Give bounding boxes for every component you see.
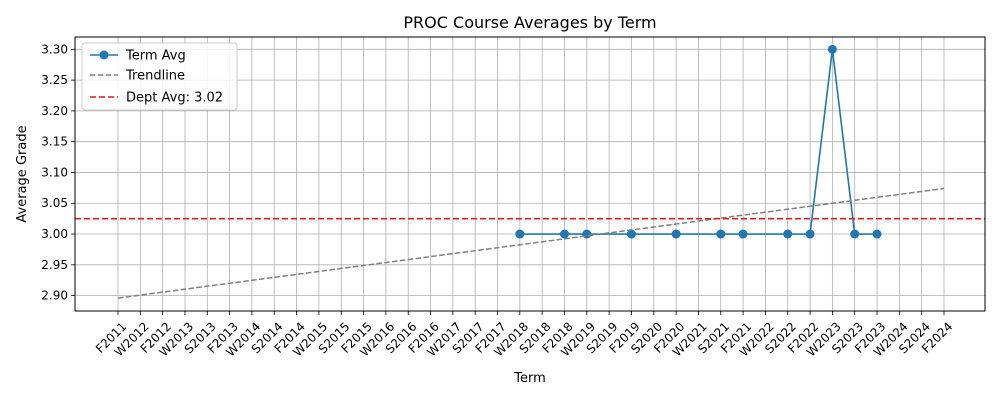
legend-box (81, 42, 238, 111)
y-axis-label: Average Grade (15, 125, 30, 222)
y-tick-label: 3.10 (41, 165, 68, 179)
trendline (117, 187, 945, 299)
term-avg-point (783, 229, 793, 239)
term-avg-point (582, 229, 592, 239)
y-tick-label: 3.20 (41, 104, 68, 118)
y-tick-label: 3.05 (41, 196, 68, 210)
chart-title: PROC Course Averages by Term (403, 13, 656, 32)
y-tick-label: 2.95 (41, 258, 68, 272)
y-tick-label: 3.15 (41, 135, 68, 149)
term-avg-point (738, 229, 748, 239)
term-avg-point (716, 229, 726, 239)
term-avg-point (827, 44, 837, 54)
term-avg-point (671, 229, 681, 239)
legend: Term Avg Trendline Dept Avg: 3.02 (81, 42, 238, 111)
term-avg-point (850, 229, 860, 239)
y-tick-label: 3.25 (41, 73, 68, 87)
legend-label: Term Avg (125, 49, 186, 64)
plot-frame (74, 36, 986, 312)
term-avg-point (805, 229, 815, 239)
x-axis-label: Term (513, 371, 546, 386)
y-tick-label: 2.90 (41, 289, 68, 303)
term-avg-point (515, 229, 525, 239)
term-avg-point (872, 229, 882, 239)
legend-label: Dept Avg: 3.02 (126, 91, 223, 106)
legend-marker-term-avg (99, 50, 109, 60)
legend-label: Trendline (125, 69, 185, 84)
term-avg-point (559, 229, 569, 239)
term-avg-point (626, 229, 636, 239)
series-layer (75, 44, 985, 299)
y-tick-label: 3.00 (41, 227, 68, 241)
y-tick-label: 3.30 (41, 42, 68, 56)
